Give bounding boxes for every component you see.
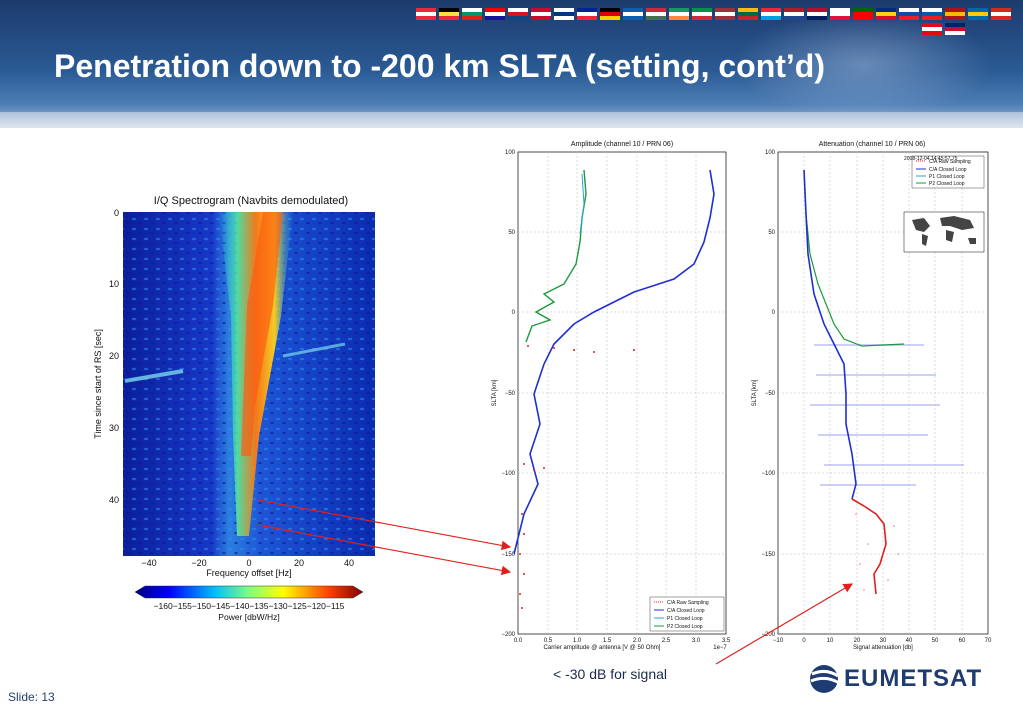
logo-text: EUMETSAT: [844, 665, 982, 693]
globe-icon: [808, 662, 842, 696]
slide-number: Slide: 13: [8, 690, 55, 704]
arrow-to-amplitude-1: [258, 500, 510, 547]
arrow-to-amplitude-2: [258, 525, 510, 572]
eumetsat-logo: EUMETSAT: [808, 662, 988, 696]
signal-annotation: < -30 dB for signal: [553, 666, 667, 682]
arrow-to-attenuation: [716, 584, 852, 664]
